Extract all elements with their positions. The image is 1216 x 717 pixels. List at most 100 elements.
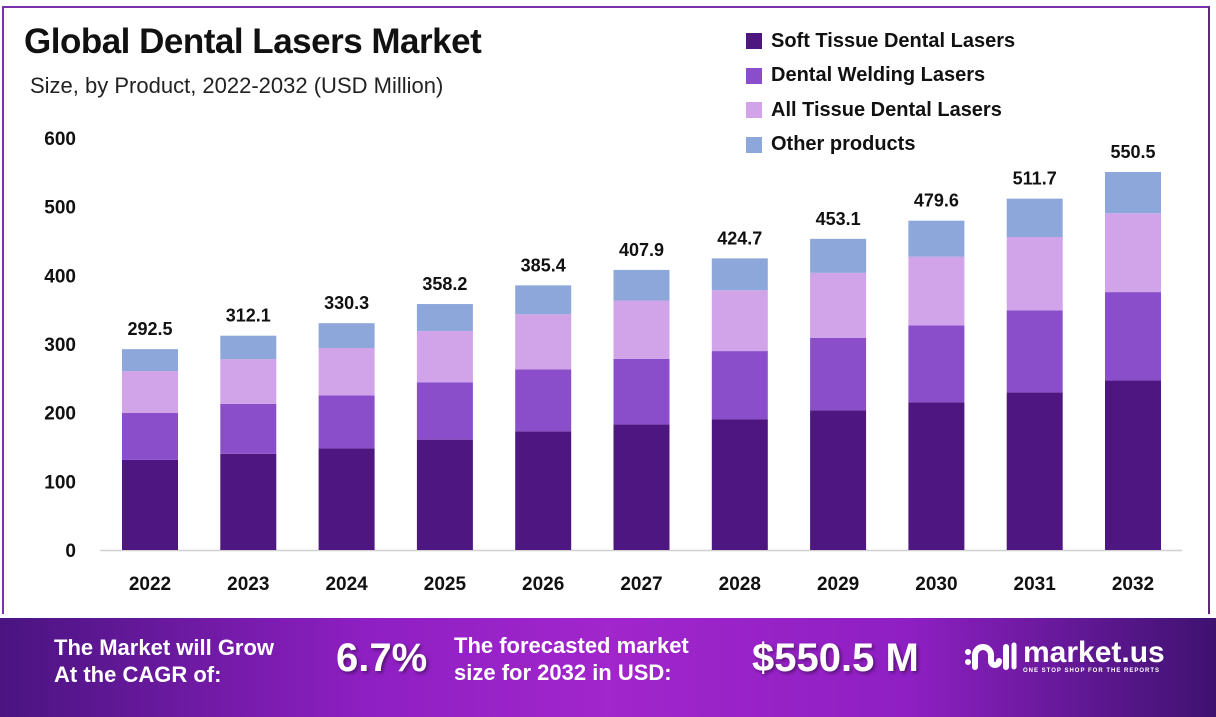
bar-segment-soft-tissue-dental-lasers <box>810 410 867 550</box>
cagr-value: 6.7% <box>336 636 428 680</box>
bar-segment-other-products <box>1105 171 1161 214</box>
bar-total-label: 424.7 <box>717 228 762 248</box>
bar-segment-other-products <box>908 220 965 257</box>
y-tick-label: 100 <box>44 472 76 493</box>
bar-segment-all-tissue-dental-lasers <box>711 290 768 352</box>
bar-segment-soft-tissue-dental-lasers <box>613 424 670 550</box>
x-tick-label: 2023 <box>227 574 269 595</box>
bar-segment-dental-welding-lasers <box>1105 292 1161 381</box>
forecast-label: The forecasted market size for 2032 in U… <box>454 632 689 686</box>
bar-total-label: 453.1 <box>816 209 861 229</box>
stacked-bar-chart: 0 100 200 300 400 500 600 292.5 2022 312.1 2023 330… <box>44 129 1182 595</box>
cagr-label-line2: At the CAGR of: <box>54 662 222 687</box>
bar-segment-dental-welding-lasers <box>711 351 768 420</box>
x-tick-label: 2032 <box>1112 574 1154 595</box>
bar-total-label: 358.2 <box>422 274 467 294</box>
legend-item-all-tissue: All Tissue Dental Lasers <box>746 93 1015 128</box>
x-tick-label: 2029 <box>817 574 859 595</box>
bar-segment-other-products <box>1006 198 1063 238</box>
x-tick-label: 2024 <box>325 574 368 595</box>
bar-segment-soft-tissue-dental-lasers <box>416 439 473 550</box>
bar-segment-other-products <box>613 269 670 301</box>
legend-swatch <box>746 136 762 153</box>
bar-total-label: 407.9 <box>619 240 664 260</box>
bar-segment-other-products <box>122 349 178 372</box>
legend-label: Dental Welding Lasers <box>771 64 986 87</box>
bar-segment-all-tissue-dental-lasers <box>318 347 375 396</box>
bar-segment-dental-welding-lasers <box>220 403 277 454</box>
bar-segment-dental-welding-lasers <box>810 337 867 411</box>
footer-banner: The Market will Grow At the CAGR of: 6.7… <box>0 618 1216 717</box>
logo-tagline: ONE STOP SHOP FOR THE REPORTS <box>1023 668 1161 674</box>
bar-segment-all-tissue-dental-lasers <box>220 359 277 404</box>
bar-segment-dental-welding-lasers <box>416 382 473 440</box>
bar-segment-other-products <box>810 238 867 273</box>
bar-segment-soft-tissue-dental-lasers <box>908 402 965 550</box>
legend-swatch <box>746 33 762 50</box>
bar-segment-other-products <box>220 335 277 360</box>
bar-segment-other-products <box>318 323 375 348</box>
bar-segment-other-products <box>711 258 768 291</box>
y-tick-label: 200 <box>44 404 76 425</box>
cagr-label: The Market will Grow At the CAGR of: <box>54 634 274 688</box>
bar-segment-dental-welding-lasers <box>1006 310 1063 393</box>
chart-subtitle: Size, by Product, 2022-2032 (USD Million… <box>30 73 444 98</box>
bar-segment-soft-tissue-dental-lasers <box>711 419 768 550</box>
market-us-logo: market.us ONE STOP SHOP FOR THE REPORTS <box>963 638 1165 674</box>
x-tick-label: 2028 <box>719 574 761 595</box>
x-tick-label: 2026 <box>522 574 564 595</box>
bar-segment-soft-tissue-dental-lasers <box>1006 392 1063 550</box>
legend-item-other: Other products <box>746 128 1015 163</box>
chart-title: Global Dental Lasers Market <box>24 22 482 61</box>
bar-total-label: 385.4 <box>521 255 566 275</box>
legend: Soft Tissue Dental Lasers Dental Welding… <box>746 24 1015 162</box>
cagr-label-line1: The Market will Grow <box>54 635 275 660</box>
bar-segment-soft-tissue-dental-lasers <box>318 448 375 550</box>
bar-segment-dental-welding-lasers <box>122 413 178 460</box>
bar-segment-all-tissue-dental-lasers <box>613 300 670 359</box>
bar-segment-all-tissue-dental-lasers <box>810 272 867 338</box>
legend-item-soft-tissue: Soft Tissue Dental Lasers <box>746 24 1015 59</box>
bar-segment-other-products <box>515 285 572 315</box>
logo-name: market.us <box>1023 636 1165 669</box>
bar-total-label: 330.3 <box>324 293 369 313</box>
y-tick-label: 500 <box>44 198 76 219</box>
legend-item-welding: Dental Welding Lasers <box>746 59 1015 94</box>
bar-segment-dental-welding-lasers <box>515 369 572 432</box>
bar-total-label: 312.1 <box>226 306 271 326</box>
x-tick-label: 2030 <box>915 574 957 595</box>
legend-swatch <box>746 67 762 84</box>
bar-segment-all-tissue-dental-lasers <box>416 330 473 383</box>
forecast-label-line2: size for 2032 in USD: <box>454 660 672 685</box>
x-tick-label: 2031 <box>1014 574 1057 595</box>
bar-segment-soft-tissue-dental-lasers <box>220 453 277 550</box>
y-tick-label: 0 <box>65 541 76 562</box>
bar-segment-dental-welding-lasers <box>908 325 965 403</box>
legend-swatch <box>746 102 762 119</box>
bar-segment-soft-tissue-dental-lasers <box>122 459 178 550</box>
x-tick-label: 2025 <box>424 574 467 595</box>
bar-total-label: 479.6 <box>914 191 959 211</box>
bar-segment-soft-tissue-dental-lasers <box>1105 380 1161 550</box>
bar-segment-soft-tissue-dental-lasers <box>515 431 572 550</box>
bar-total-label: 292.5 <box>127 319 172 339</box>
bar-segment-all-tissue-dental-lasers <box>1105 213 1161 293</box>
bar-segment-dental-welding-lasers <box>613 358 670 425</box>
legend-label: Other products <box>771 133 916 156</box>
x-tick-label: 2027 <box>620 574 662 595</box>
bar-total-label: 550.5 <box>1110 142 1155 162</box>
bar-segment-other-products <box>416 304 473 331</box>
bar-segment-all-tissue-dental-lasers <box>1006 237 1063 311</box>
bar-segment-all-tissue-dental-lasers <box>908 256 965 326</box>
forecast-label-line1: The forecasted market <box>454 633 689 658</box>
market-us-logo-icon <box>965 642 1017 670</box>
forecast-value: $550.5 M <box>752 636 919 680</box>
legend-label: Soft Tissue Dental Lasers <box>771 29 1016 52</box>
x-tick-label: 2022 <box>129 574 171 595</box>
bar-segment-dental-welding-lasers <box>318 395 375 449</box>
bar-segment-all-tissue-dental-lasers <box>515 314 572 370</box>
y-tick-label: 400 <box>44 266 76 287</box>
y-tick-label: 600 <box>44 129 76 150</box>
bar-total-label: 511.7 <box>1013 169 1057 189</box>
bar-segment-all-tissue-dental-lasers <box>122 371 178 414</box>
